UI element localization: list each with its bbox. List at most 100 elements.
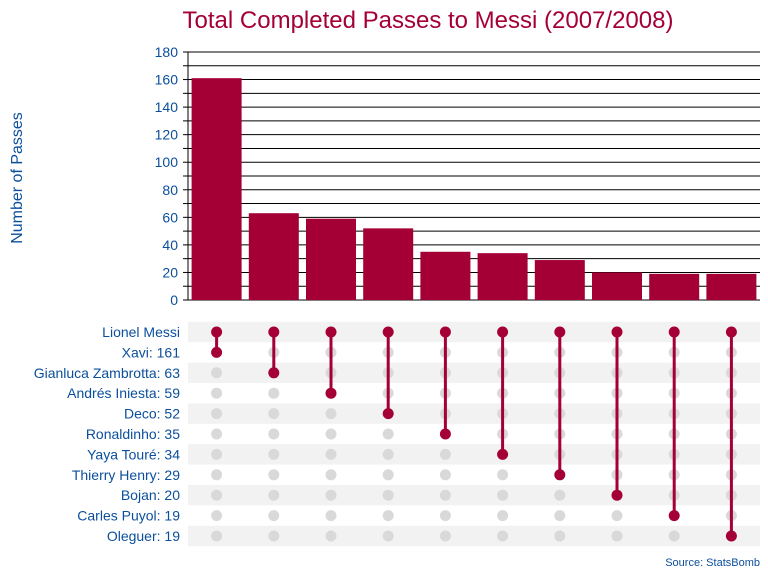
row-label: Bojan: 20: [121, 487, 180, 503]
matrix-dot-active: [611, 326, 623, 338]
matrix-dot-inactive: [325, 448, 337, 460]
bar: [592, 272, 642, 300]
matrix-dot-inactive: [439, 489, 451, 501]
matrix-dot-inactive: [668, 530, 680, 542]
y-tick-label: 40: [162, 237, 178, 253]
matrix-dot-active: [725, 530, 737, 542]
matrix-dot-active: [668, 510, 680, 522]
row-label: Ronaldinho: 35: [86, 426, 180, 442]
matrix-dot-active: [382, 408, 394, 420]
y-tick-label: 0: [170, 292, 178, 308]
matrix-dot-inactive: [211, 428, 223, 440]
row-label: Yaya Touré: 34: [87, 446, 180, 462]
bar: [306, 218, 356, 300]
matrix-dot-inactive: [211, 448, 223, 460]
matrix-dot-active: [439, 326, 451, 338]
bar: [649, 273, 700, 300]
matrix-dot-inactive: [439, 448, 451, 460]
matrix-dot-inactive: [211, 510, 223, 522]
matrix-dot-inactive: [439, 530, 451, 542]
matrix-dot-inactive: [497, 510, 509, 522]
y-tick-label: 140: [155, 99, 179, 115]
matrix-dot-active: [554, 469, 566, 481]
matrix-dot-inactive: [268, 489, 280, 501]
row-label: Thierry Henry: 29: [72, 467, 180, 483]
matrix-dot-inactive: [554, 530, 566, 542]
y-axis-label: Number of Passes: [9, 112, 26, 244]
bar: [420, 251, 471, 300]
matrix-dot-inactive: [268, 448, 280, 460]
row-label: Carles Puyol: 19: [77, 508, 180, 524]
matrix-dot-inactive: [268, 469, 280, 481]
matrix-dot-inactive: [211, 530, 223, 542]
bar: [363, 228, 414, 300]
matrix-dot-inactive: [211, 489, 223, 501]
matrix-dot-inactive: [325, 408, 337, 420]
matrix-dot-inactive: [382, 448, 394, 460]
matrix-dot-active: [497, 448, 509, 460]
matrix-dot-inactive: [268, 428, 280, 440]
matrix-dot-inactive: [382, 489, 394, 501]
matrix-dot-inactive: [325, 510, 337, 522]
matrix-dot-inactive: [325, 428, 337, 440]
matrix-dot-active: [439, 428, 451, 440]
row-label: Lionel Messi: [102, 324, 180, 340]
matrix-dot-active: [211, 346, 223, 358]
row-label: Deco: 52: [124, 406, 180, 422]
matrix-dot-inactive: [325, 469, 337, 481]
matrix-dot-active: [325, 326, 337, 338]
matrix-dot-inactive: [325, 489, 337, 501]
matrix-dot-inactive: [382, 469, 394, 481]
matrix-dot-inactive: [439, 510, 451, 522]
row-label: Gianluca Zambrotta: 63: [34, 365, 181, 381]
matrix-dot-active: [611, 489, 623, 501]
row-label: Oleguer: 19: [107, 528, 180, 544]
y-tick-label: 100: [155, 154, 179, 170]
matrix-dot-active: [668, 326, 680, 338]
matrix-dot-inactive: [554, 489, 566, 501]
matrix-dot-inactive: [268, 530, 280, 542]
matrix-dot-active: [725, 326, 737, 338]
matrix-dot-active: [382, 326, 394, 338]
row-label: Xavi: 161: [122, 344, 181, 360]
bar: [191, 78, 242, 300]
matrix-dot-inactive: [268, 387, 280, 399]
matrix-dot-inactive: [611, 530, 623, 542]
bar: [248, 213, 299, 300]
y-tick-label: 20: [162, 264, 178, 280]
matrix-dot-inactive: [382, 530, 394, 542]
matrix-dot-inactive: [211, 387, 223, 399]
row-label: Andrés Iniesta: 59: [67, 385, 180, 401]
matrix-dot-inactive: [325, 530, 337, 542]
matrix-dot-inactive: [497, 489, 509, 501]
matrix-dot-inactive: [497, 469, 509, 481]
y-tick-label: 180: [155, 44, 179, 60]
matrix-dot-inactive: [497, 530, 509, 542]
matrix-dot-inactive: [268, 408, 280, 420]
matrix-dot-inactive: [611, 510, 623, 522]
matrix-dot-inactive: [211, 408, 223, 420]
matrix-dot-active: [268, 367, 280, 379]
matrix-dot-inactive: [268, 510, 280, 522]
y-tick-label: 60: [162, 209, 178, 225]
matrix-dot-inactive: [211, 367, 223, 379]
bar: [477, 253, 528, 300]
source-note: Source: StatsBomb: [665, 557, 760, 569]
matrix-dot-active: [497, 326, 509, 338]
bar: [706, 273, 757, 300]
matrix-dot-active: [268, 326, 280, 338]
y-tick-label: 160: [155, 72, 179, 88]
y-tick-label: 120: [155, 127, 179, 143]
matrix-dot-inactive: [554, 510, 566, 522]
matrix-dot-active: [325, 387, 337, 399]
bar: [534, 260, 585, 300]
matrix-dot-active: [211, 326, 223, 338]
matrix-dot-inactive: [439, 469, 451, 481]
chart-title: Total Completed Passes to Messi (2007/20…: [183, 7, 674, 34]
matrix-dot-inactive: [382, 510, 394, 522]
matrix-dot-inactive: [211, 469, 223, 481]
matrix-dot-active: [554, 326, 566, 338]
matrix-dot-inactive: [382, 428, 394, 440]
y-tick-label: 80: [162, 182, 178, 198]
